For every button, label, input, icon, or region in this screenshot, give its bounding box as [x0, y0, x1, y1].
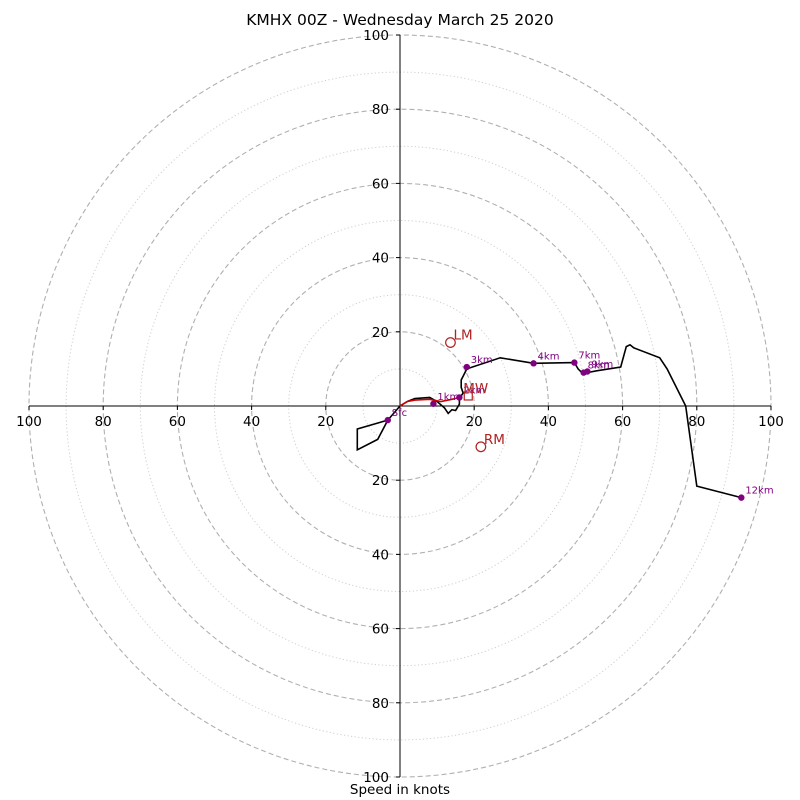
storm-motion-marker — [445, 337, 456, 348]
red-layer-trace — [399, 396, 460, 407]
height-marker-label: 7km — [578, 351, 600, 362]
y-tick-label: 100 — [363, 28, 389, 44]
height-marker-point — [456, 394, 463, 401]
x-tick-label: 40 — [540, 414, 557, 430]
height-marker-point — [430, 400, 437, 407]
height-marker-label: Sfc — [392, 408, 407, 419]
y-tick-label: 20 — [372, 473, 389, 489]
storm-motion-label: LM — [453, 328, 472, 344]
y-tick-label: 100 — [363, 770, 389, 786]
storm-motion-label: RM — [484, 432, 505, 448]
hodograph-low-trace — [356, 419, 389, 452]
x-tick-label: 60 — [614, 414, 631, 430]
height-marker-point — [738, 494, 745, 501]
y-tick-label: 20 — [372, 325, 389, 341]
y-tick-label: 60 — [372, 622, 389, 638]
height-marker-point — [584, 368, 591, 375]
x-tick-label: 80 — [688, 414, 705, 430]
y-tick-label: 80 — [372, 696, 389, 712]
x-tick-label: 40 — [243, 414, 260, 430]
x-tick-label: 100 — [758, 414, 784, 430]
hodograph-trace — [387, 343, 742, 499]
height-marker-point — [571, 359, 578, 366]
y-tick-label: 40 — [372, 251, 389, 267]
y-tick-label: 40 — [372, 547, 389, 563]
height-marker-point — [463, 363, 470, 371]
x-axis-label: Speed in knots — [349, 782, 451, 798]
storm-motion-label: MW — [463, 381, 488, 397]
height-marker-label: 8km — [588, 361, 610, 372]
height-marker-label: 3km — [471, 355, 493, 366]
x-tick-label: 100 — [16, 414, 42, 430]
storm-motion-marker — [463, 391, 473, 401]
x-tick-label: 20 — [317, 414, 334, 430]
height-marker-label: 2km — [463, 385, 485, 396]
height-marker-label: 4km — [538, 351, 560, 362]
x-tick-label: 60 — [169, 414, 186, 430]
height-marker-label: 9km — [591, 359, 613, 370]
x-tick-label: 20 — [466, 414, 483, 430]
y-tick-label: 80 — [372, 102, 389, 118]
height-marker-label: 1km — [437, 392, 459, 403]
height-marker-point — [384, 416, 391, 424]
y-tick-label: 60 — [372, 176, 389, 192]
chart-title: KMHX 00Z - Wednesday March 25 2020 — [246, 11, 554, 29]
height-marker-point — [530, 360, 537, 367]
storm-motion-marker — [475, 441, 487, 453]
height-marker-label: 12km — [745, 486, 773, 497]
x-tick-label: 80 — [95, 414, 112, 430]
